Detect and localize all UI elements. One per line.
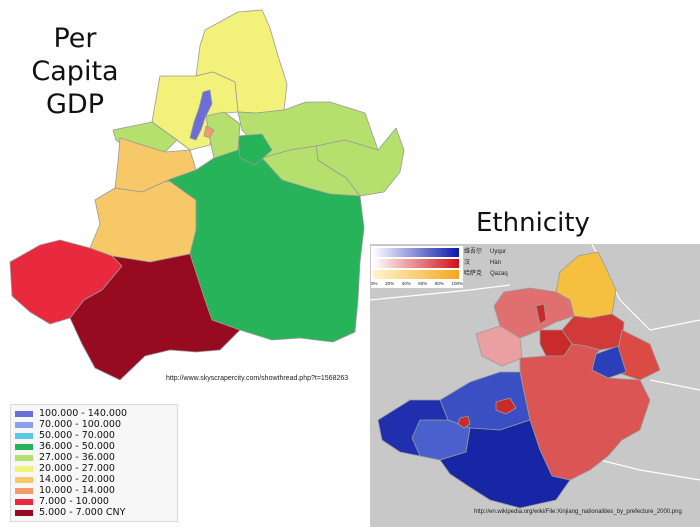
legend-swatch (15, 432, 33, 439)
legend-label: 36.000 - 50.000 (39, 441, 115, 452)
gdp-map-title: Per Capita GDP (20, 22, 130, 121)
gdp-legend-row: 5.000 - 7.000 CNY (15, 507, 173, 518)
ethnicity-legend-row: 维吾尔 Uyqur (464, 247, 508, 258)
ethnicity-legend-row: 汉 Hàn (464, 258, 508, 269)
gdp-region (237, 133, 273, 166)
ethnic-name-chinese: 哈萨克 (464, 271, 483, 277)
ethnicity-legend-labels: 维吾尔 Uyqur 汉 Hàn 哈萨克 Qazaq (464, 247, 508, 280)
gdp-region (205, 111, 241, 159)
eth-region (493, 287, 575, 339)
legend-label: 5.000 - 7.000 CNY (39, 507, 126, 518)
gdp-region (189, 89, 213, 141)
legend-swatch (15, 421, 33, 428)
gdp-legend-row: 14.000 - 20.000 (15, 474, 173, 485)
legend-label: 27.000 - 36.000 (39, 452, 115, 463)
gdp-map (9, 9, 405, 381)
ethnicity-map (369, 239, 700, 527)
qazaq-gradient-bar (373, 270, 459, 279)
legend-swatch (15, 465, 33, 472)
gdp-legend-row: 20.000 - 27.000 (15, 463, 173, 474)
ethnicity-legend: 0% 20% 40% 60% 80% 100% (371, 246, 463, 288)
legend-label: 20.000 - 27.000 (39, 463, 115, 474)
legend-swatch (15, 509, 33, 516)
gdp-legend-row: 36.000 - 50.000 (15, 441, 173, 452)
legend-tick: 0% (371, 281, 378, 286)
gdp-title-line: GDP (46, 89, 104, 120)
eth-region (439, 419, 571, 509)
legend-swatch (15, 443, 33, 450)
legend-swatch (15, 487, 33, 494)
legend-label: 14.000 - 20.000 (39, 474, 115, 485)
ethnicity-map-title: Ethnicity (476, 208, 590, 238)
ethnic-name: Qazaq (490, 271, 508, 277)
eth-region (535, 303, 547, 325)
legend-swatch (15, 498, 33, 505)
legend-swatch (15, 410, 33, 417)
legend-tick: 40% (401, 281, 411, 286)
legend-tick: 80% (434, 281, 444, 286)
ethnicity-legend-ticks: 0% 20% 40% 60% 80% 100% (371, 281, 463, 286)
ethnic-name-chinese: 维吾尔 (464, 249, 483, 255)
gdp-title-line: Per (53, 23, 97, 54)
legend-label: 50.000 - 70.000 (39, 430, 115, 441)
gdp-legend-row: 27.000 - 36.000 (15, 452, 173, 463)
ethnic-name: Hàn (490, 260, 502, 266)
gdp-legend-row: 50.000 - 70.000 (15, 430, 173, 441)
gdp-legend-row: 100.000 - 140.000 (15, 408, 173, 419)
gdp-region (69, 253, 241, 381)
gdp-title-line: Capita (31, 56, 119, 87)
legend-swatch (15, 476, 33, 483)
ethnic-name: Uyqur (490, 249, 507, 255)
legend-swatch (15, 454, 33, 461)
legend-tick: 20% (385, 281, 395, 286)
ethnicity-legend-row: 哈萨克 Qazaq (464, 269, 508, 280)
legend-tick: 100% (451, 281, 463, 286)
eth-region (457, 415, 471, 429)
gdp-source-link[interactable]: http://www.skyscrapercity.com/showthread… (166, 375, 349, 382)
legend-tick: 60% (418, 281, 428, 286)
han-gradient-bar (373, 259, 459, 268)
ethnicity-source-link[interactable]: http://en.wikipedia.org/wiki/File:Xinjia… (474, 509, 682, 515)
gdp-legend-row: 70.000 - 100.000 (15, 419, 173, 430)
legend-label: 100.000 - 140.000 (39, 408, 128, 419)
eth-region (495, 397, 517, 415)
gdp-legend: 100.000 - 140.000 70.000 - 100.000 50.000 … (10, 404, 178, 522)
ethnic-name-chinese: 汉 (464, 260, 471, 266)
gdp-region (203, 125, 215, 139)
gdp-legend-row: 10.000 - 14.000 (15, 485, 173, 496)
legend-label: 70.000 - 100.000 (39, 419, 121, 430)
gdp-legend-row: 7.000 - 10.000 (15, 496, 173, 507)
uyqur-gradient-bar (373, 248, 459, 257)
legend-label: 10.000 - 14.000 (39, 485, 115, 496)
legend-label: 7.000 - 10.000 (39, 496, 109, 507)
